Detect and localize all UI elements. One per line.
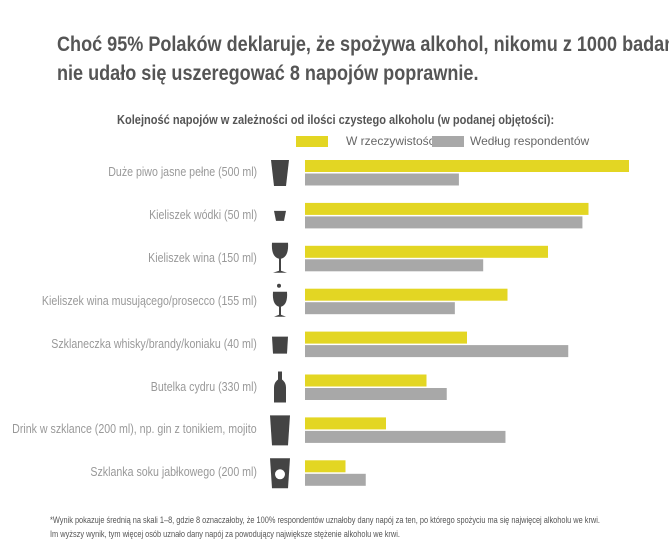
sparkling-wine-glass-icon [272,283,288,317]
legend-swatch-respondents [432,136,464,147]
bar-actual [305,288,508,301]
legend-label-respondents: Według respondentów [470,134,590,148]
bar-actual [305,331,467,344]
bar-actual [305,417,386,430]
beer-glass-icon [271,160,289,186]
category-label: Kieliszek wina (150 ml) [148,250,257,265]
shot-glass-icon [274,210,286,221]
category-label: Butelka cydru (330 ml) [150,379,257,394]
bar-respondents [305,216,583,229]
whisky-glass-icon [272,336,288,354]
bar-respondents [305,302,455,315]
bar-respondents [305,430,506,443]
headline: Choć 95% Polaków deklaruje, że spożywa a… [57,30,669,88]
legend-label-actual: W rzeczywistości* [346,134,443,148]
bar-actual [305,202,589,215]
wine-glass-icon [271,242,289,273]
bar-actual [305,160,629,172]
bar-respondents [305,473,366,486]
apple-juice-glass-icon [270,458,290,489]
legend-swatch-actual [296,136,328,147]
category-label: Duże piwo jasne pełne (500 ml) [108,165,257,179]
bar-respondents [305,345,569,358]
category-label: Kieliszek wina musującego/prosecco (155 … [42,293,257,308]
footnote-line-2: Im wyższy wynik, tym więcej osób uznało … [50,529,400,539]
headline-line-1: Choć 95% Polaków deklaruje, że spożywa a… [57,33,669,56]
footnote-line-1: *Wynik pokazuje średnią na skali 1–8, gd… [50,515,600,525]
category-label: Kieliszek wódki (50 ml) [148,207,257,222]
bar-actual [305,245,548,258]
cider-bottle-icon [274,371,286,403]
category-label: Szklaneczka whisky/brandy/koniaku (40 ml… [51,336,257,351]
bar-respondents [305,388,447,400]
chart-title: Kolejność napojów w zależności od ilości… [117,112,555,127]
bar-actual [305,460,346,473]
tall-glass-icon [270,415,290,446]
category-label: Szklanka soku jabłkowego (200 ml) [90,465,257,480]
bar-respondents [305,259,484,272]
bar-actual [305,374,427,387]
category-label: Drink w szklance (200 ml), np. gin z ton… [12,422,257,437]
bar-respondents [305,173,459,186]
headline-line-2: nie udało się uszeregować 8 napojów popr… [57,62,479,85]
